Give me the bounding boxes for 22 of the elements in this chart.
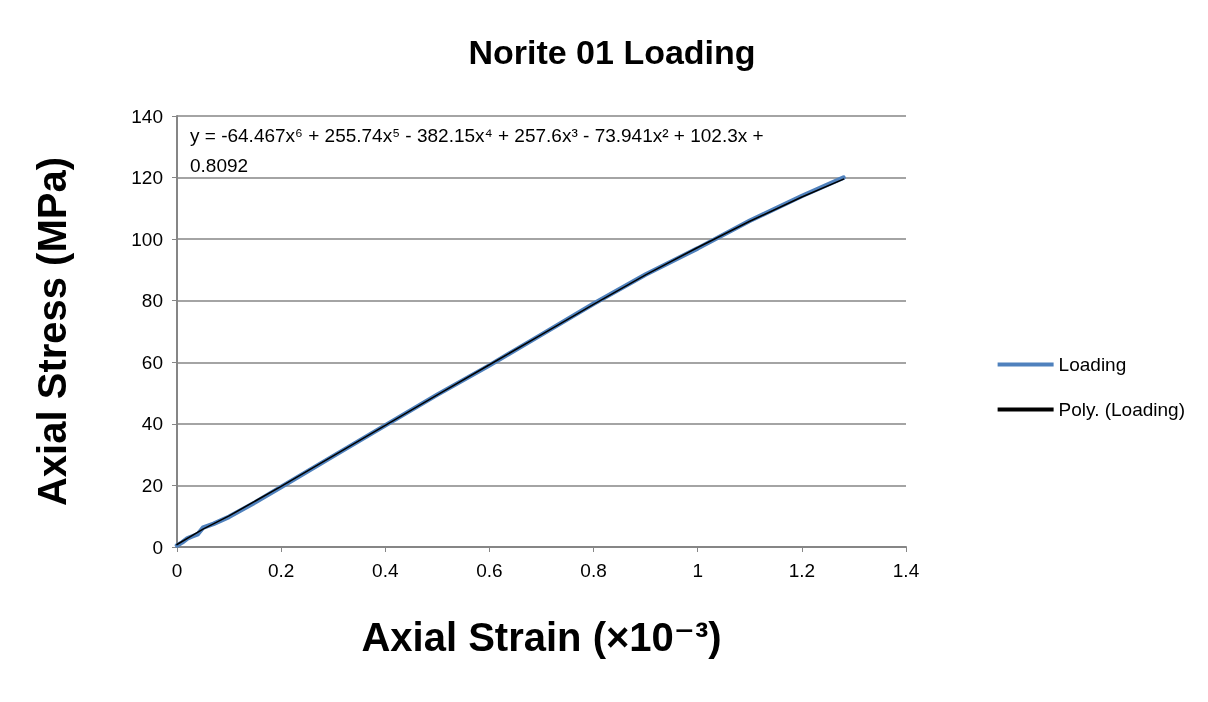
- y-tick-label: 60: [141, 351, 163, 373]
- legend-label: Loading: [1058, 354, 1127, 375]
- y-tick-label: 20: [141, 474, 163, 496]
- y-tick-label: 40: [141, 413, 163, 435]
- x-tick-label: 0.4: [372, 560, 399, 581]
- y-tick-label: 100: [131, 228, 163, 250]
- y-tick-label: 120: [131, 167, 163, 189]
- y-tick-label: 80: [141, 290, 163, 312]
- annotation: y = -64.467x⁶ + 255.74x⁵ - 382.15x⁴ + 257.6x³ - 73.941x² + 102.3x + 0.8092: [190, 124, 769, 176]
- y-tick-label: 0: [152, 536, 163, 558]
- legend-label: Poly. (Loading): [1058, 399, 1186, 420]
- x-tick-label: 1.4: [892, 560, 920, 581]
- x-tick-label: 1.2: [788, 560, 816, 581]
- x-tick-label: 0.6: [476, 560, 503, 581]
- x-tick-label: 1: [692, 560, 703, 581]
- x-axis-title: Axial Strain (×10⁻³): [361, 615, 722, 659]
- x-tick-label: 0.2: [267, 560, 295, 581]
- y-tick-label: 140: [131, 105, 163, 127]
- y-axis-title: Axial Stress (MPa): [30, 156, 74, 507]
- x-tick-label: 0: [171, 560, 183, 581]
- chart-title: Norite 01 Loading: [468, 33, 756, 71]
- x-tick-label: 0.8: [580, 560, 607, 581]
